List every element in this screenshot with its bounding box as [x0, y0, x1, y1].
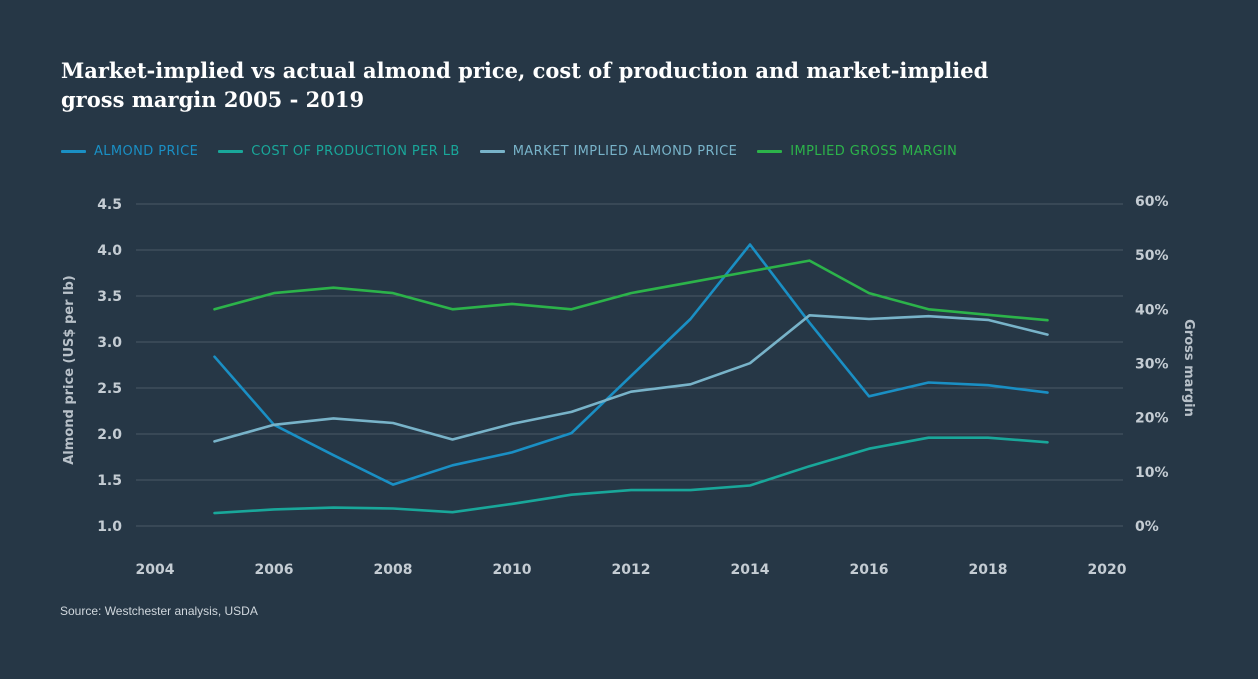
x-tick-label: 2008: [374, 562, 413, 578]
x-tick-label: 2018: [969, 562, 1008, 578]
legend-swatch: [757, 149, 783, 153]
right-tick-label: 20%: [1135, 411, 1169, 427]
left-tick-label: 2.0: [97, 427, 122, 443]
right-tick-label: 10%: [1135, 465, 1169, 481]
x-tick-label: 2020: [1088, 562, 1127, 578]
right-tick-label: 50%: [1135, 248, 1169, 264]
x-tick-label: 2014: [731, 562, 770, 578]
left-tick-label: 3.0: [97, 335, 122, 351]
left-tick-label: 2.5: [97, 381, 122, 397]
left-axis-ticks: 1.0 1.5 2.0 2.5 3.0 3.5 4.0 4.5: [97, 197, 122, 535]
x-tick-label: 2010: [493, 562, 532, 578]
left-tick-label: 1.0: [97, 519, 122, 535]
left-axis-label: Almond price (US$ per lb): [62, 275, 77, 465]
legend-item: MARKET IMPLIED ALMOND PRICE: [479, 143, 738, 159]
grid-lines: [136, 203, 1123, 527]
legend-swatch: [61, 149, 86, 153]
right-tick-label: 0%: [1135, 519, 1159, 535]
left-tick-label: 3.5: [97, 289, 122, 305]
legend-label: ALMOND PRICE: [94, 143, 199, 159]
right-tick-label: 60%: [1135, 194, 1169, 210]
chart-legend: ALMOND PRICE COST OF PRODUCTION PER LB MAR…: [61, 141, 977, 161]
left-tick-label: 1.5: [97, 473, 122, 489]
series-line-market-implied-almond-price: [213, 313, 1049, 443]
x-tick-label: 2016: [850, 562, 889, 578]
right-axis-label: Gross margin: [1181, 319, 1196, 417]
legend-swatch: [479, 149, 505, 153]
chart-title: Market-implied vs actual almond price, c…: [61, 58, 989, 112]
series-line-implied-gross-margin: [213, 259, 1049, 322]
legend-item: COST OF PRODUCTION PER LB: [218, 144, 459, 159]
x-axis-ticks: 2004 2006 2008 2010 2012 2014 2016 2018 2020: [136, 562, 1127, 578]
series-lines: [213, 243, 1049, 515]
left-tick-label: 4.0: [97, 243, 122, 259]
x-tick-label: 2004: [136, 562, 175, 578]
legend-item: ALMOND PRICE: [61, 144, 198, 159]
legend-label: COST OF PRODUCTION PER LB: [251, 143, 460, 159]
right-axis-ticks: 0% 10% 20% 30% 40% 50% 60%: [1135, 194, 1169, 535]
legend-swatch: [218, 149, 244, 153]
source-note: Source: Westchester analysis, USDA: [60, 604, 258, 618]
legend-label: IMPLIED GROSS MARGIN: [790, 143, 958, 159]
x-tick-label: 2006: [255, 562, 294, 578]
right-tick-label: 30%: [1135, 357, 1169, 373]
right-tick-label: 40%: [1135, 302, 1169, 318]
series-line-cost-of-production-per-lb: [213, 436, 1049, 515]
x-tick-label: 2012: [612, 562, 651, 578]
legend-label: MARKET IMPLIED ALMOND PRICE: [512, 143, 738, 159]
series-line-almond-price: [213, 243, 1049, 486]
left-tick-label: 4.5: [97, 197, 122, 213]
legend-item: IMPLIED GROSS MARGIN: [757, 144, 957, 159]
